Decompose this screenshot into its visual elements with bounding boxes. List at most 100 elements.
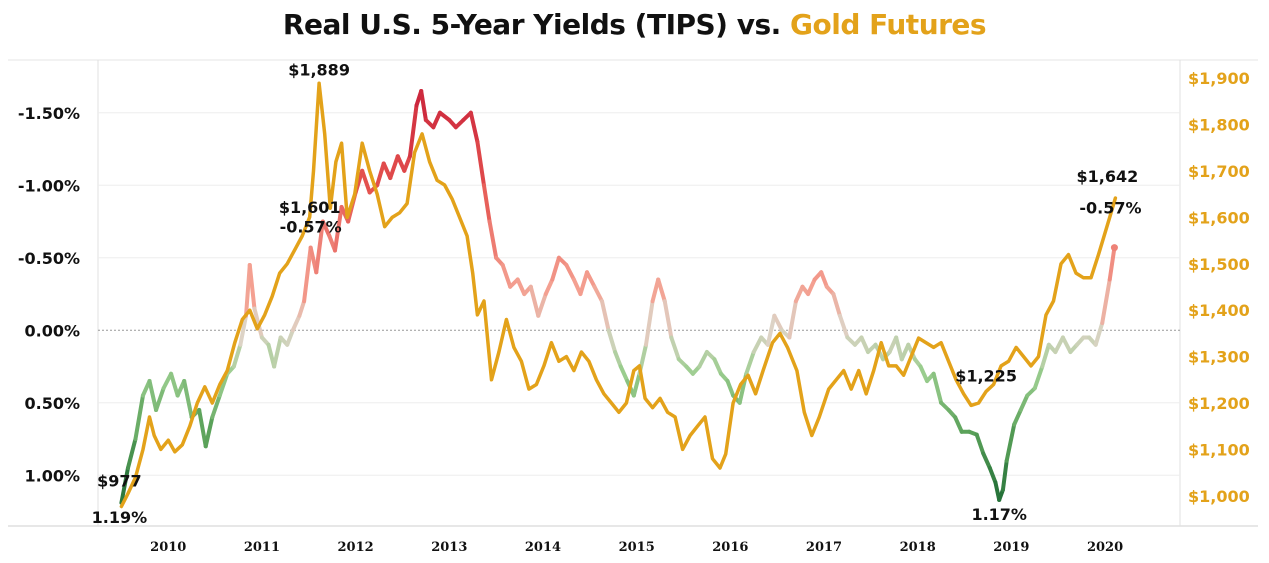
chart-title-main: Real U.S. 5-Year Yields (TIPS) vs.	[282, 8, 791, 41]
yield-line-segment	[831, 292, 842, 318]
yield-line-segment	[981, 451, 992, 470]
yield-line-segment	[712, 357, 723, 376]
yield-line-segment	[613, 350, 623, 369]
x-tick-label: 2015	[619, 540, 655, 555]
yield-line-segment	[1107, 245, 1117, 282]
yield-line-segment	[793, 284, 805, 304]
yield-line-segment	[1004, 422, 1017, 463]
y-right-tick-label: $1,300	[1188, 348, 1250, 367]
yield-line-segment	[751, 335, 764, 354]
yield-line-segment	[918, 364, 930, 383]
data-annotation: 1.19%	[92, 508, 148, 527]
yield-line-segment	[859, 335, 871, 354]
yield-line-segment	[247, 263, 257, 311]
yield-line-segment	[644, 299, 655, 347]
x-tick-label: 2018	[900, 540, 936, 555]
yield-line-segment	[536, 292, 548, 318]
data-annotation: $1,889	[288, 60, 350, 79]
x-tick-label: 2020	[1087, 540, 1123, 555]
yield-line-segment	[1053, 335, 1065, 354]
y-right-tick-label: $1,700	[1188, 162, 1250, 181]
yield-line-segment	[419, 89, 428, 122]
y-right-tick-label: $1,400	[1188, 301, 1250, 320]
yield-line-segment	[231, 342, 243, 369]
yield-line-segment	[515, 277, 527, 296]
yield-line-segment	[203, 415, 215, 449]
yield-line-segment	[974, 432, 986, 456]
yield-line-segment	[217, 371, 230, 398]
yield-line-segment	[1060, 335, 1073, 354]
yield-line-segment	[578, 270, 590, 296]
yield-line-segment	[662, 299, 674, 340]
yield-line-segment	[1100, 277, 1112, 325]
yield-line-segment	[564, 263, 576, 282]
y-right-tick-label: $1,200	[1188, 394, 1250, 413]
yield-line-segment	[987, 466, 998, 485]
yield-line-segment	[669, 335, 681, 362]
data-annotation: -0.57%	[280, 218, 342, 237]
yield-line-segment	[320, 219, 332, 238]
yield-line-segment	[407, 103, 419, 159]
yield-line-segment	[285, 328, 295, 347]
data-annotation: $977	[97, 472, 142, 491]
yield-line-segment	[154, 386, 166, 412]
yield-line-segment	[475, 139, 486, 188]
yield-line-segment	[606, 328, 618, 354]
yield-line-segment	[272, 335, 283, 369]
gold-futures-line	[119, 81, 1118, 509]
yield-line-segment	[1040, 342, 1051, 369]
x-tick-label: 2010	[150, 540, 186, 555]
data-annotation: $1,642	[1076, 167, 1138, 186]
yield-line-segment	[931, 371, 944, 405]
chart-title-gold: Gold Futures	[790, 8, 987, 41]
yield-line-segment	[290, 313, 302, 333]
yield-line-segment	[744, 350, 756, 376]
yield-line-segment	[1000, 458, 1009, 492]
yield-line-segment	[252, 306, 264, 340]
yield-line-segment	[772, 313, 784, 333]
yield-line-segment	[1032, 364, 1045, 391]
y-right-tick-label: $1,500	[1188, 255, 1250, 274]
yield-line-segment	[894, 335, 904, 362]
yield-line-segment	[402, 154, 412, 173]
yield-line-segment	[169, 371, 180, 398]
yield-line-segment	[302, 245, 313, 304]
yield-line-segment	[314, 219, 325, 275]
yield-line-segment	[487, 219, 499, 260]
y-left-tick-label: 0.00%	[24, 321, 80, 340]
yield-line-segment	[468, 110, 480, 144]
yield-line-segment	[599, 299, 611, 333]
y-left-tick-label: 0.50%	[24, 394, 80, 413]
x-tick-label: 2019	[993, 540, 1029, 555]
y-right-tick-label: $1,000	[1188, 487, 1250, 506]
y-left-tick-label: 1.00%	[24, 466, 80, 485]
yield-line-segment	[1093, 321, 1105, 347]
x-tick-label: 2017	[806, 540, 842, 555]
yield-line-segment	[1018, 393, 1030, 412]
chart-title: Real U.S. 5-Year Yields (TIPS) vs. Gold …	[0, 8, 1269, 41]
data-annotation: 1.17%	[971, 505, 1027, 524]
yield-line-segment	[837, 313, 850, 340]
yield-line-segment	[806, 277, 817, 296]
yield-line-segment	[953, 415, 964, 434]
y-right-tick-label: $1,600	[1188, 208, 1250, 227]
data-annotation: -0.57%	[1079, 199, 1141, 218]
yield-line-segment	[133, 393, 145, 441]
yield-line-segment	[765, 313, 777, 347]
yield-line-segment	[182, 379, 194, 420]
x-tick-label: 2013	[431, 540, 467, 555]
y-left-tick-label: -0.50%	[18, 249, 80, 268]
yield-line-segment	[375, 161, 386, 188]
yield-line-segment	[210, 393, 222, 420]
yield-line-segment	[481, 183, 492, 224]
yield-line-segment	[618, 364, 630, 383]
yield-line-segment	[528, 284, 541, 318]
yield-line-segment	[725, 379, 736, 398]
yield-line-segment	[500, 263, 513, 289]
yield-line-segment	[297, 299, 307, 318]
y-left-tick-label: -1.50%	[18, 104, 80, 123]
yield-line-segment	[147, 379, 159, 412]
yield-line-segment	[119, 466, 130, 505]
x-tick-label: 2011	[244, 540, 280, 555]
yield-line-segment	[697, 350, 709, 369]
